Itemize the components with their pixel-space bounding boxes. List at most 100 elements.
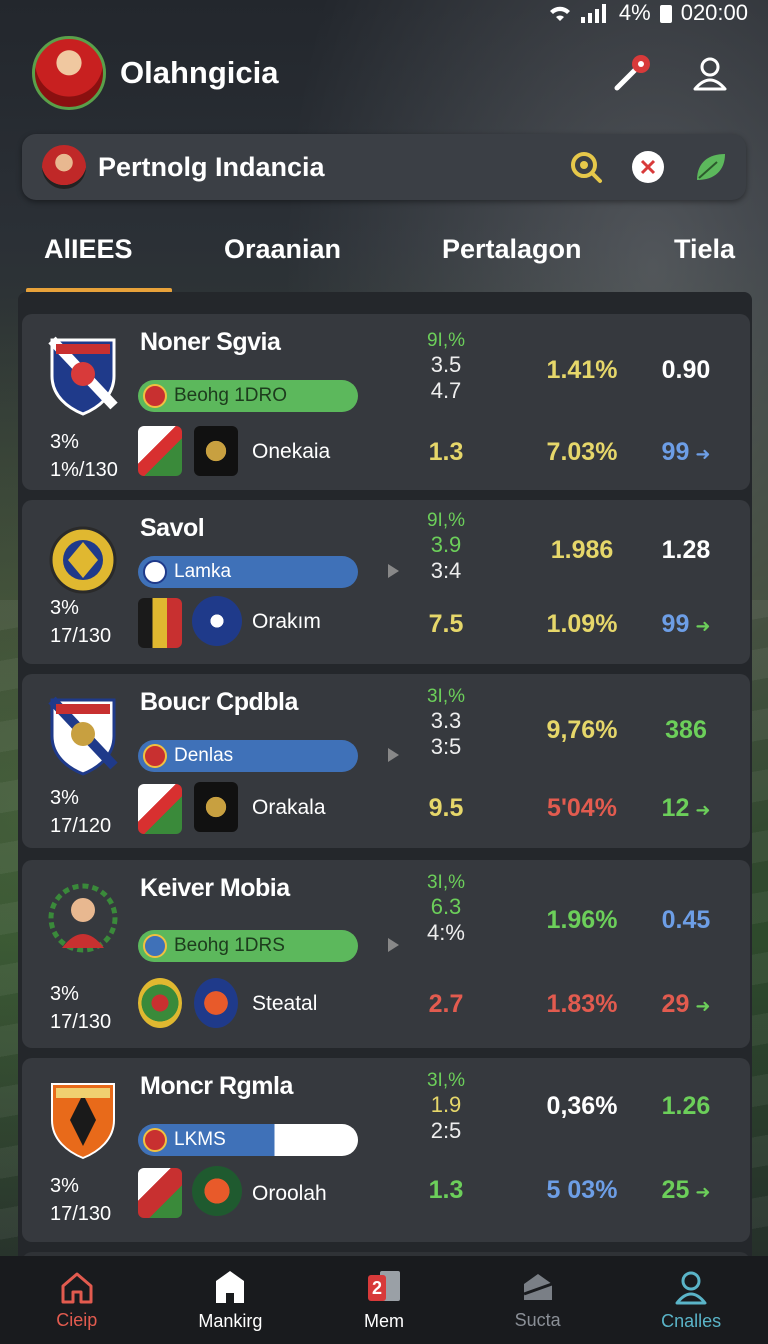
tab-oraanian[interactable]: Oraanian: [224, 234, 342, 264]
away-logo-icon: [194, 782, 238, 832]
stat-a: 9I,%: [426, 330, 466, 351]
stat-b: 6.3: [430, 894, 462, 919]
stats-column: 3I,% 3.3 3:5: [426, 686, 466, 760]
nav-home[interactable]: Cieip: [0, 1256, 154, 1344]
odds-value: 1.986: [550, 536, 614, 564]
odds-value: 0,36%: [546, 1092, 618, 1120]
profile-button[interactable]: [684, 47, 736, 99]
league-badge-icon: [143, 1128, 167, 1152]
points-link[interactable]: 99 ➜: [644, 438, 728, 467]
league-badge-icon: [143, 934, 167, 958]
tab-allees[interactable]: AlIEES: [44, 234, 133, 264]
league-pill[interactable]: Denlas: [138, 740, 358, 772]
app-title: Olahngicia: [120, 55, 279, 90]
odds-value-2: 1.09%: [546, 610, 618, 638]
search-bar[interactable]: Pertnolg Indancia: [22, 134, 746, 200]
odds-value: 9,76%: [546, 716, 618, 744]
odds-value-2: 5'04%: [547, 794, 617, 822]
nav-cnalles[interactable]: Cnalles: [614, 1256, 768, 1344]
odds-value-2: 1.83%: [546, 990, 618, 1018]
nav-sucta-label: Sucta: [514, 1309, 561, 1330]
team-name: Moncr Rgmla: [140, 1072, 293, 1100]
rating-value: 0.45: [661, 906, 711, 934]
match-list: 3% 1%/130 Noner Sgvia Beohg 1DRO Onekaia…: [18, 292, 752, 1272]
avatar[interactable]: [32, 36, 106, 110]
opponent-name: Steatal: [252, 992, 318, 1015]
expand-arrow-icon[interactable]: [388, 938, 399, 952]
stat-c: 2:5: [430, 1118, 462, 1143]
stat-b: 3.5: [430, 352, 462, 377]
league-pill[interactable]: Beohg 1DRS: [138, 930, 358, 962]
home-icon: [61, 1272, 93, 1303]
match-card[interactable]: 3% 17/130 Keiver Mobia Beohg 1DRS Steata…: [22, 860, 750, 1048]
expand-arrow-icon[interactable]: [388, 748, 399, 762]
home-logo-icon: [138, 784, 182, 834]
club-crest-icon: [51, 1083, 115, 1160]
whistle-button[interactable]: [606, 47, 658, 99]
points-link[interactable]: 99 ➜: [644, 610, 728, 639]
league-label: LKMS: [174, 1129, 226, 1150]
points-link[interactable]: 29 ➜: [644, 990, 728, 1019]
search-input[interactable]: Pertnolg Indancia: [98, 151, 325, 182]
battery-percent: 4%: [618, 0, 651, 25]
away-logo-icon: [194, 426, 238, 476]
league-pill[interactable]: Lamka: [138, 556, 358, 588]
club-crest-icon: [48, 336, 118, 416]
points-value: 99: [661, 438, 690, 466]
tab-pertalagon[interactable]: Pertalagon: [442, 234, 582, 264]
arrow-right-icon: ➜: [695, 996, 711, 1016]
expand-arrow-icon[interactable]: [388, 564, 399, 578]
points-link[interactable]: 25 ➜: [644, 1176, 728, 1205]
record: 1%/130: [50, 459, 118, 481]
points-value: 12: [661, 794, 690, 822]
away-logo-icon: [194, 978, 238, 1028]
points-value: 99: [661, 610, 690, 638]
match-card[interactable]: 3% 17/120 Boucr Cpdbla Denlas Orakala 3I…: [22, 674, 750, 848]
nav-sucta[interactable]: Sucta: [461, 1256, 615, 1344]
nav-mem[interactable]: 2 Mem: [307, 1256, 461, 1344]
arrow-right-icon: ➜: [695, 444, 711, 464]
stat-b: 1.9: [430, 1092, 462, 1117]
search-button[interactable]: [568, 149, 604, 185]
match-card[interactable]: 3% 17/130 Savol Lamka Orakım 9I,% 3.9 3:…: [22, 500, 750, 664]
building-icon: [216, 1270, 245, 1303]
nav-mem-label: Mem: [363, 1310, 404, 1331]
nav-ranking[interactable]: Mankirg: [154, 1256, 308, 1344]
stats-column: 3I,% 6.3 4:%: [426, 872, 466, 946]
calendar-badge-icon: 2: [367, 1270, 400, 1301]
stat-c: 3:5: [430, 734, 462, 759]
user-icon: [693, 57, 727, 91]
stat-a: 3I,%: [426, 1070, 466, 1091]
rating-value: 386: [665, 716, 707, 744]
win-percent: 3%: [50, 431, 79, 453]
opponent-name: Orakala: [252, 796, 326, 819]
battery-icon: [659, 5, 672, 23]
record: 17/130: [50, 1203, 112, 1225]
stat-a: 3I,%: [426, 686, 466, 707]
leaf-button[interactable]: [692, 149, 728, 185]
clock: 020:00: [680, 0, 748, 25]
league-label: Denlas: [174, 745, 234, 766]
record: 17/130: [50, 1011, 112, 1033]
clear-button[interactable]: [630, 149, 666, 185]
home-logo-icon: [138, 426, 182, 476]
score-value: 1.3: [428, 1176, 464, 1204]
team-name: Noner Sgvia: [140, 328, 281, 356]
points-value: 25: [661, 1176, 690, 1204]
tab-tiela[interactable]: Tiela: [674, 234, 736, 264]
match-card[interactable]: 3% 1%/130 Noner Sgvia Beohg 1DRO Onekaia…: [22, 314, 750, 490]
away-logo-icon: [192, 1166, 242, 1216]
points-link[interactable]: 12 ➜: [644, 794, 728, 823]
stadium-icon: [523, 1273, 553, 1300]
arrow-right-icon: ➜: [695, 1182, 711, 1202]
match-card[interactable]: 3% 17/130 Moncr Rgmla LKMS Oroolah 3I,% …: [22, 1058, 750, 1242]
league-pill[interactable]: LKMS: [138, 1124, 358, 1156]
league-pill[interactable]: Beohg 1DRO: [138, 380, 358, 412]
wifi-icon: [549, 6, 570, 22]
team-name: Boucr Cpdbla: [140, 688, 298, 716]
league-label: Beohg 1DRO: [174, 385, 288, 406]
team-name: Savol: [140, 514, 205, 542]
win-percent: 3%: [50, 597, 79, 619]
stat-b: 3.3: [430, 708, 462, 733]
league-badge-icon: [143, 560, 167, 584]
